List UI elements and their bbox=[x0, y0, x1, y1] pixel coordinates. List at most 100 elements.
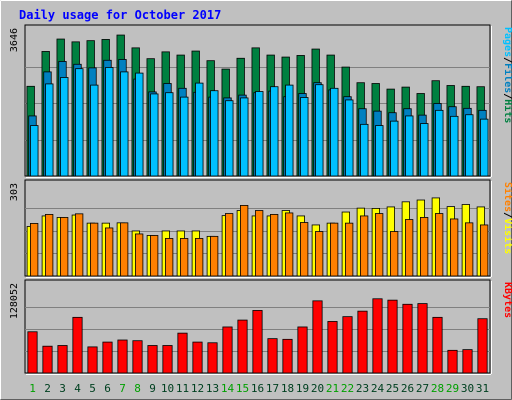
middle-sites-bar-day-24 bbox=[374, 213, 384, 277]
top-pages-bar-day-21 bbox=[330, 87, 339, 177]
day-label-16: 16 bbox=[251, 382, 264, 395]
day-label-20: 20 bbox=[311, 382, 324, 395]
day-label-30: 30 bbox=[461, 382, 474, 395]
bottom-kbytes-bar-day-1 bbox=[27, 331, 38, 374]
top-pages-bar-day-10 bbox=[165, 92, 174, 177]
bottom-kbytes-bar-day-25 bbox=[387, 299, 398, 374]
bottom-kbytes-bar-day-15 bbox=[237, 319, 248, 374]
middle-sites-bar-day-21 bbox=[329, 222, 339, 277]
bottom-kbytes-bar-day-30 bbox=[462, 349, 473, 374]
middle-sites-bar-day-23 bbox=[359, 215, 369, 277]
middle-sites-bar-day-16 bbox=[254, 210, 264, 277]
bottom-kbytes-bar-day-18 bbox=[282, 338, 293, 374]
day-label-29: 29 bbox=[446, 382, 459, 395]
bottom-kbytes-bar-day-22 bbox=[342, 316, 353, 374]
day-label-3: 3 bbox=[59, 382, 66, 395]
middle-sites-bar-day-10 bbox=[164, 238, 174, 277]
bottom-kbytes-bar-day-7 bbox=[117, 339, 128, 374]
day-label-31: 31 bbox=[476, 382, 489, 395]
bars bbox=[26, 34, 489, 374]
top-legend-4: Hits bbox=[502, 99, 512, 123]
bottom-kbytes-bar-day-29 bbox=[447, 349, 458, 374]
top-pages-bar-day-4 bbox=[75, 68, 84, 177]
middle-sites-bar-day-29 bbox=[449, 218, 459, 277]
middle-sites-bar-day-15 bbox=[239, 205, 249, 277]
top-pages-bar-day-23 bbox=[360, 123, 369, 177]
top-pages-bar-day-31 bbox=[480, 118, 489, 177]
top-legend-2: Files bbox=[502, 63, 512, 93]
top-pages-bar-day-5 bbox=[90, 84, 99, 177]
day-label-15: 15 bbox=[236, 382, 249, 395]
middle-legend-1: / bbox=[502, 212, 512, 218]
day-label-23: 23 bbox=[356, 382, 369, 395]
day-label-5: 5 bbox=[89, 382, 96, 395]
bottom-kbytes-bar-day-28 bbox=[432, 316, 443, 374]
top-pages-bar-day-22 bbox=[345, 99, 354, 177]
middle-sites-bar-day-31 bbox=[479, 224, 489, 277]
day-label-6: 6 bbox=[104, 382, 111, 395]
bottom-kbytes-bar-day-17 bbox=[267, 338, 278, 374]
middle-sites-bar-day-1 bbox=[29, 223, 39, 277]
bottom-kbytes-bar-day-4 bbox=[72, 316, 83, 374]
day-label-19: 19 bbox=[296, 382, 309, 395]
top-pages-bar-day-2 bbox=[45, 83, 54, 177]
bottom-kbytes-bar-day-6 bbox=[102, 341, 113, 374]
day-label-9: 9 bbox=[149, 382, 156, 395]
middle-sites-bar-day-4 bbox=[75, 213, 84, 277]
middle-sites-bar-day-26 bbox=[404, 219, 414, 277]
y-max-labels: 3646 303 128052 bbox=[9, 28, 20, 319]
bottom-kbytes-bar-day-26 bbox=[402, 303, 413, 374]
day-label-1: 1 bbox=[29, 382, 36, 395]
bottom-kbytes-bar-day-2 bbox=[42, 345, 53, 374]
top-pages-bar-day-16 bbox=[255, 91, 264, 177]
middle-sites-bar-day-12 bbox=[194, 238, 204, 277]
middle-sites-bar-day-6 bbox=[105, 227, 114, 277]
top-pages-bar-day-13 bbox=[210, 90, 219, 177]
middle-ymax-label: 303 bbox=[9, 183, 20, 201]
top-pages-bar-day-1 bbox=[30, 125, 39, 177]
top-pages-bar-day-3 bbox=[60, 77, 69, 177]
top-pages-bar-day-29 bbox=[450, 115, 459, 177]
middle-sites-bar-day-7 bbox=[120, 222, 129, 277]
day-label-12: 12 bbox=[191, 382, 204, 395]
chart-title: Daily usage for October 2017 bbox=[19, 8, 221, 22]
bottom-kbytes-bar-day-3 bbox=[57, 345, 68, 374]
middle-sites-bar-day-25 bbox=[389, 231, 399, 277]
top-pages-bar-day-11 bbox=[180, 96, 189, 177]
bottom-kbytes-bar-day-27 bbox=[417, 303, 428, 374]
day-label-27: 27 bbox=[416, 382, 429, 395]
top-pages-bar-day-30 bbox=[465, 114, 474, 177]
day-label-24: 24 bbox=[371, 382, 385, 395]
top-pages-bar-day-27 bbox=[420, 123, 429, 177]
middle-legend-0: Sites bbox=[502, 182, 512, 212]
day-label-7: 7 bbox=[119, 382, 126, 395]
day-label-25: 25 bbox=[386, 382, 399, 395]
day-label-28: 28 bbox=[431, 382, 444, 395]
day-label-26: 26 bbox=[401, 382, 414, 395]
top-pages-bar-day-18 bbox=[285, 84, 294, 177]
bottom-kbytes-bar-day-12 bbox=[192, 341, 203, 374]
bottom-kbytes-bar-day-24 bbox=[372, 298, 383, 374]
day-label-11: 11 bbox=[176, 382, 189, 395]
top-pages-bar-day-26 bbox=[405, 115, 414, 177]
top-pages-bar-day-20 bbox=[315, 84, 324, 177]
day-label-10: 10 bbox=[161, 382, 174, 395]
day-label-2: 2 bbox=[44, 382, 51, 395]
top-pages-bar-day-9 bbox=[150, 93, 159, 177]
top-legend: Pages/Files/Hits bbox=[502, 27, 512, 123]
bottom-kbytes-bar-day-16 bbox=[252, 310, 263, 374]
top-pages-bar-day-6 bbox=[105, 67, 114, 177]
middle-sites-bar-day-5 bbox=[90, 222, 99, 277]
bottom-kbytes-bar-day-23 bbox=[357, 310, 368, 374]
top-pages-bar-day-14 bbox=[225, 100, 234, 177]
bottom-kbytes-bar-day-11 bbox=[177, 332, 188, 374]
day-labels: 1 2 3 4 5 6 7 8 9 10 11 12 13 14 15 16 17 18 19 20 21 22 23 24 2… bbox=[29, 382, 489, 395]
top-pages-bar-day-25 bbox=[390, 120, 399, 177]
middle-sites-bar-day-30 bbox=[464, 222, 474, 277]
bottom-kbytes-bar-day-20 bbox=[312, 300, 323, 374]
middle-sites-bar-day-9 bbox=[149, 235, 159, 277]
bottom-kbytes-bar-day-10 bbox=[162, 345, 173, 374]
day-label-22: 22 bbox=[341, 382, 354, 395]
